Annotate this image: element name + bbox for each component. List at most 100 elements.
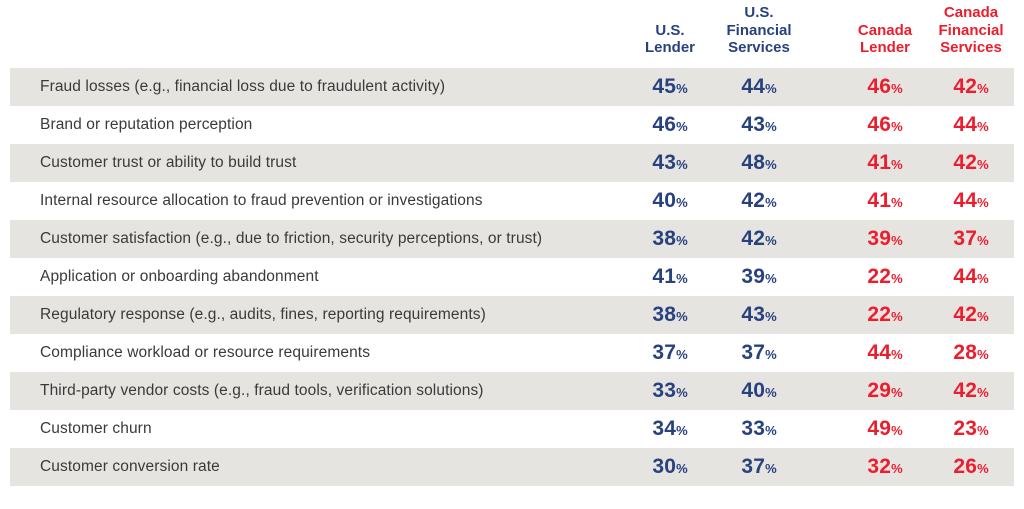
value-cell-canada-financial-services: 44% (928, 113, 1014, 137)
value-number: 37 (652, 341, 677, 364)
table-row: Fraud losses (e.g., financial loss due t… (10, 68, 1014, 106)
value-number: 28 (953, 341, 978, 364)
value-cell-us-lender: 45% (626, 75, 714, 99)
value-cell-us-financial-services: 43% (714, 113, 804, 137)
value-number: 41 (652, 265, 677, 288)
value-cell-us-financial-services: 40% (714, 379, 804, 403)
row-label: Customer trust or ability to build trust (40, 154, 297, 171)
value-cell-canada-financial-services: 44% (928, 189, 1014, 213)
value-number: 41 (867, 151, 892, 174)
row-label: Fraud losses (e.g., financial loss due t… (40, 78, 446, 95)
percent-sign: % (676, 119, 688, 134)
value-cell-canada-financial-services: 42% (928, 303, 1014, 327)
value-cell-us-financial-services: 44% (714, 75, 804, 99)
percent-sign: % (765, 461, 777, 476)
value-number: 42 (953, 75, 978, 98)
percent-sign: % (765, 385, 777, 400)
value-cell-us-financial-services: 42% (714, 189, 804, 213)
percent-sign: % (765, 309, 777, 324)
value-cell-us-lender: 34% (626, 417, 714, 441)
value-number: 38 (652, 303, 677, 326)
value-cell-canada-lender: 41% (842, 189, 928, 213)
value-number: 39 (867, 227, 892, 250)
percent-sign: % (676, 233, 688, 248)
percent-sign: % (977, 271, 989, 286)
value-cell-us-lender: 38% (626, 303, 714, 327)
table-row: Regulatory response (e.g., audits, fines… (10, 296, 1014, 334)
value-cell-us-lender: 40% (626, 189, 714, 213)
row-label: Compliance workload or resource requirem… (40, 344, 371, 361)
value-number: 33 (652, 379, 677, 402)
percent-sign: % (977, 385, 989, 400)
value-cell-us-financial-services: 43% (714, 303, 804, 327)
percent-sign: % (676, 81, 688, 96)
row-label: Customer churn (40, 420, 152, 437)
value-cell-canada-financial-services: 44% (928, 265, 1014, 289)
value-number: 40 (741, 379, 766, 402)
value-number: 42 (953, 151, 978, 174)
value-number: 44 (867, 341, 892, 364)
value-cell-canada-lender: 41% (842, 151, 928, 175)
value-number: 41 (867, 189, 892, 212)
value-cell-canada-financial-services: 42% (928, 75, 1014, 99)
value-cell-canada-lender: 22% (842, 265, 928, 289)
percent-sign: % (891, 81, 903, 96)
column-header-canada-financial-services: Canada Financial Services (938, 3, 1004, 57)
value-number: 39 (741, 265, 766, 288)
value-number: 30 (652, 455, 677, 478)
value-number: 40 (652, 189, 677, 212)
value-cell-canada-lender: 44% (842, 341, 928, 365)
row-label: Regulatory response (e.g., audits, fines… (40, 306, 486, 323)
value-cell-us-lender: 46% (626, 113, 714, 137)
value-cell-us-lender: 33% (626, 379, 714, 403)
value-number: 43 (741, 303, 766, 326)
value-number: 32 (867, 455, 892, 478)
table-body: Fraud losses (e.g., financial loss due t… (10, 68, 1014, 486)
value-number: 45 (652, 75, 677, 98)
value-number: 22 (867, 265, 892, 288)
value-number: 49 (867, 417, 892, 440)
value-number: 48 (741, 151, 766, 174)
column-header-us-lender: U.S. Lender (644, 21, 695, 57)
percent-sign: % (765, 233, 777, 248)
table-row: Customer churn 34% 33% 49% 23% (10, 410, 1014, 448)
row-label: Internal resource allocation to fraud pr… (40, 192, 483, 209)
column-header-us-financial-services: U.S. Financial Services (726, 3, 792, 57)
percent-sign: % (676, 461, 688, 476)
value-cell-us-lender: 43% (626, 151, 714, 175)
value-cell-us-financial-services: 37% (714, 455, 804, 479)
value-cell-us-lender: 41% (626, 265, 714, 289)
fraud-impact-table: U.S. Lender U.S. Financial Services Cana… (10, 0, 1014, 486)
value-cell-canada-financial-services: 23% (928, 417, 1014, 441)
percent-sign: % (977, 233, 989, 248)
value-cell-canada-financial-services: 37% (928, 227, 1014, 251)
percent-sign: % (977, 157, 989, 172)
percent-sign: % (765, 81, 777, 96)
percent-sign: % (977, 423, 989, 438)
value-cell-canada-lender: 46% (842, 75, 928, 99)
column-header-canada-lender: Canada Lender (857, 21, 913, 57)
value-number: 42 (741, 227, 766, 250)
value-number: 37 (953, 227, 978, 250)
percent-sign: % (977, 347, 989, 362)
percent-sign: % (676, 271, 688, 286)
value-cell-canada-lender: 29% (842, 379, 928, 403)
value-number: 42 (953, 379, 978, 402)
row-label: Customer satisfaction (e.g., due to fric… (40, 230, 543, 247)
value-cell-us-lender: 30% (626, 455, 714, 479)
value-number: 44 (953, 113, 978, 136)
value-number: 42 (741, 189, 766, 212)
percent-sign: % (676, 309, 688, 324)
percent-sign: % (977, 309, 989, 324)
value-cell-us-financial-services: 39% (714, 265, 804, 289)
percent-sign: % (891, 385, 903, 400)
value-number: 46 (867, 113, 892, 136)
percent-sign: % (765, 119, 777, 134)
value-cell-us-financial-services: 37% (714, 341, 804, 365)
percent-sign: % (765, 157, 777, 172)
row-label: Application or onboarding abandonment (40, 268, 319, 285)
value-number: 44 (953, 189, 978, 212)
percent-sign: % (891, 461, 903, 476)
table-row: Brand or reputation perception 46% 43% 4… (10, 106, 1014, 144)
